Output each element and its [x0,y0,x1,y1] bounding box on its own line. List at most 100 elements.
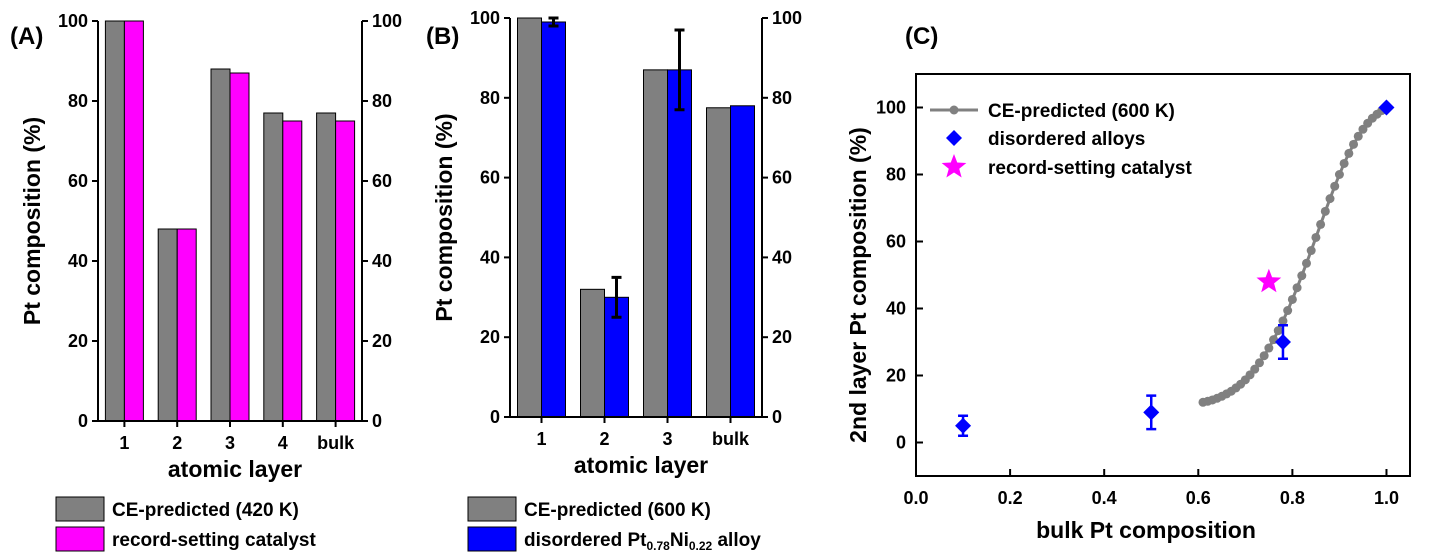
bar-a-s0-4 [263,112,284,422]
ytick-label-right: 40 [372,251,392,271]
ce-point [1325,194,1335,204]
bar-b-s0-2 [580,288,605,418]
axis-frame [509,18,763,418]
legend-label-part: 0.22 [689,539,713,553]
ce-point [1250,364,1260,374]
ytick-label: 40 [480,247,500,267]
x-axis-label: atomic layer [574,452,708,478]
xtick-label: 1 [119,433,129,453]
legend-swatch-0 [467,496,517,522]
bar-b-s1-3 [667,69,692,418]
ytick-label: 100 [58,11,88,31]
ce-point [1334,170,1344,179]
bar-a-s1-1 [123,20,144,422]
ce-point [1273,326,1283,336]
alloy-point [955,417,972,434]
xtick-label: 3 [662,429,672,449]
ytick-label-right: 60 [372,171,392,191]
legend-catalyst-marker [941,154,967,178]
legend-swatch-1 [467,526,517,552]
bar-a-s1-4 [282,120,303,422]
ce-point [1297,271,1307,281]
ytick-label: 20 [480,327,500,347]
ytick-label: 60 [886,232,906,252]
legend-ce-marker [949,105,959,115]
ytick-label: 0 [490,407,500,427]
bar-a-s1-3 [229,72,250,422]
ce-point [1330,181,1340,191]
legend-label-part: disordered Pt [524,530,647,551]
y-axis-label: Pt composition (%) [431,113,457,321]
xtick-label: 4 [278,433,288,453]
x-axis-label: bulk Pt composition [1036,517,1256,543]
ytick-label-right: 40 [772,247,792,267]
xtick-label: 2 [599,429,609,449]
legend-label-part: 0.78 [646,539,670,553]
ce-point [1311,232,1321,242]
ce-point [1316,219,1326,229]
bar-a-s0-1 [104,20,125,422]
ce-point [1344,148,1354,158]
panel-b: (B) 0 0 20 20 40 40 60 60 80 80 100 100 1 2 3 bulkatomi… [426,8,802,553]
panel-c: (C) 0.0 0.2 0.4 0.6 0.8 1.0 0 20 40 60 80 100 bulk P… [845,23,1411,543]
x-axis-label: atomic layer [168,456,302,482]
ytick-label-right: 60 [772,168,792,188]
bar-a-s0-bulk [316,112,337,422]
bar-a-s1-2 [176,228,197,422]
ytick-label-right: 100 [372,11,402,31]
ce-point [1264,343,1274,353]
ytick-label: 0 [78,411,88,431]
ce-point [1306,246,1316,256]
ce-point [1283,306,1293,316]
bar-a-s0-3 [210,68,231,422]
ytick-label-right: 80 [372,91,392,111]
y-axis-label: 2nd layer Pt composition (%) [845,127,871,443]
ce-point [1339,158,1349,168]
ytick-label: 60 [480,168,500,188]
panel-c-label: (C) [905,23,938,50]
legend-swatch-1 [55,526,105,552]
ytick-label: 40 [68,251,88,271]
ytick-label: 20 [886,366,906,386]
ytick-label-right: 100 [772,8,802,28]
xtick-label: bulk [317,433,355,453]
catalyst-star [1256,268,1282,293]
ytick-label: 80 [68,91,88,111]
ytick-label: 80 [480,88,500,108]
ce-curve-line [1202,106,1388,404]
bar-b-s0-bulk [706,107,731,418]
ytick-label: 40 [886,299,906,319]
legend-catalyst-label: record-setting catalyst [988,158,1192,179]
ce-point [1287,294,1297,304]
bar-b-s0-3 [643,69,668,418]
plot-frame [915,73,1411,477]
alloy-point [1143,404,1160,421]
ytick-label-right: 20 [772,327,792,347]
legend-alloy-label: disordered alloys [988,129,1145,150]
bar-b-s0-1 [517,17,542,418]
ce-point [1349,139,1359,149]
panel-a: (A) 0 0 20 20 40 40 60 60 80 80 100 100 1 2 3 4 bulk atom… [10,11,402,552]
legend-label-part: Ni [670,530,689,551]
legend-ce-label: CE-predicted (600 K) [988,101,1175,122]
ce-point [1358,124,1368,134]
bar-a-s0-2 [157,228,178,422]
legend-label-1: disordered Pt0.78Ni0.22 alloy [524,530,761,553]
alloy-point [1378,99,1395,116]
ytick-label: 100 [876,98,906,118]
error-bar-1 [548,16,559,28]
ytick-label: 60 [68,171,88,191]
xtick-label: 0.0 [903,488,928,508]
alloy-point [1274,334,1291,350]
xtick-label: 0.8 [1280,488,1305,508]
panel-a-label: (A) [10,23,43,50]
ce-point [1259,351,1269,361]
xtick-label: 3 [225,433,235,453]
legend-label-0: CE-predicted (600 K) [524,500,711,521]
legend-swatch-0 [55,496,105,522]
bar-a-s1-bulk [335,120,356,422]
bar-b-s1-bulk [730,105,755,418]
error-bar-2 [611,275,622,319]
legend-label-part: alloy [712,530,761,551]
